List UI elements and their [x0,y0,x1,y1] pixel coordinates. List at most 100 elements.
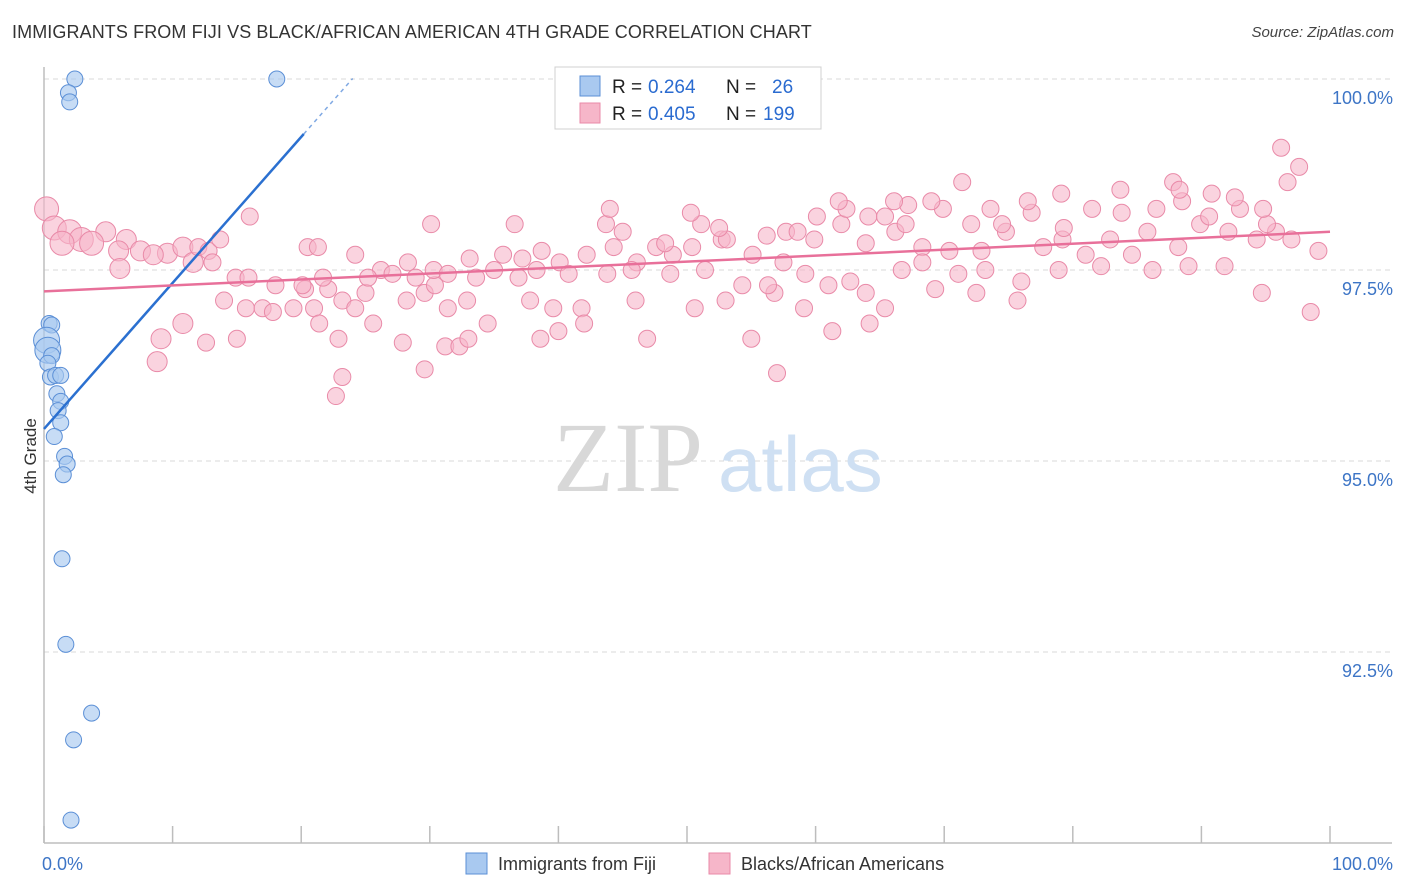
stats-n-value-2: 199 [763,104,795,125]
data-point-black-african-americans [109,257,131,279]
data-point-black-african-americans [856,283,875,302]
data-point-black-african-americans [150,328,172,350]
y-tick-label: 92.5% [1342,661,1393,681]
data-point-black-african-americans [976,261,995,279]
data-point-black-african-americans [1052,184,1071,203]
data-point-black-african-americans [1202,184,1221,203]
data-point-black-african-americans [1247,230,1266,249]
axes [43,67,1392,844]
data-point-black-african-americans [841,272,860,291]
y-tick-label: 100.0% [1332,88,1393,108]
data-point-immigrants-from-fiji [52,414,70,432]
data-point-black-african-americans [521,291,540,310]
data-point-black-african-americans [856,234,875,253]
data-point-black-african-americans [1169,238,1188,257]
data-point-black-african-americans [685,299,704,318]
data-point-black-african-americans [236,299,255,318]
data-point-black-african-americans [1179,257,1198,276]
data-point-black-african-americans [1290,157,1309,176]
data-point-black-african-americans [326,387,345,406]
data-point-black-african-americans [795,299,814,318]
data-point-black-african-americans [796,264,815,283]
data-point-black-african-americans [215,291,234,310]
data-point-black-african-americans [757,226,776,245]
data-point-black-african-americans [716,291,735,310]
data-point-black-african-americans [598,264,617,283]
data-point-black-african-americans [683,238,702,257]
data-point-black-african-americans [692,215,711,234]
data-point-black-african-americans [860,314,879,333]
data-point-black-african-americans [356,283,375,302]
data-point-black-african-americans [1012,272,1031,291]
data-point-black-african-americans [1101,230,1120,249]
data-point-black-african-americans [459,329,478,348]
data-point-black-african-americans [1301,303,1320,322]
data-point-immigrants-from-fiji [62,811,80,829]
data-point-black-african-americans [505,215,524,234]
data-point-black-african-americans [532,241,551,260]
source-note: Source: ZipAtlas.com [1251,24,1394,41]
data-point-black-african-americans [513,249,532,268]
series-immigrants-from-fiji [33,70,286,829]
data-point-black-african-americans [1282,230,1301,249]
data-point-black-african-americans [885,192,904,211]
data-point-immigrants-from-fiji [52,366,70,384]
data-point-black-african-americans [1054,218,1073,237]
data-point-black-african-americans [422,215,441,234]
data-point-black-african-americans [146,351,168,373]
data-point-black-african-americans [613,222,632,241]
data-point-black-african-americans [876,299,895,318]
trend-lines [43,78,1331,430]
data-point-black-african-americans [1254,199,1273,218]
data-point-black-african-americans [1225,188,1244,207]
data-point-black-african-americans [1252,283,1271,302]
data-point-black-african-americans [1272,138,1291,157]
data-point-black-african-americans [1200,207,1219,226]
data-point-black-african-americans [1111,180,1130,199]
data-point-black-african-americans [829,192,848,211]
data-point-black-african-americans [415,360,434,379]
y-tick-label: 97.5% [1342,279,1393,299]
legend-swatch-fiji [465,852,488,875]
data-point-black-african-americans [284,299,303,318]
data-point-black-african-americans [1170,180,1189,199]
data-point-black-african-americans [972,241,991,260]
data-point-black-african-americans [346,245,365,264]
data-point-black-african-americans [49,230,75,256]
data-point-black-african-americans [981,199,1000,218]
data-point-black-african-americans [1147,199,1166,218]
data-point-black-african-americans [819,276,838,295]
data-point-black-african-americans [1143,261,1162,279]
grid-lines [44,78,1392,653]
legend-label-black: Blacks/African Americans [741,854,944,874]
data-point-black-african-americans [460,249,479,268]
data-point-black-african-americans [805,230,824,249]
data-point-black-african-americans [626,291,645,310]
data-point-black-african-americans [142,244,164,266]
data-point-black-african-americans [203,253,222,272]
data-point-black-african-americans [329,329,348,348]
stats-swatch-blue [579,75,601,97]
data-point-black-african-americans [108,240,130,262]
data-point-immigrants-from-fiji [65,731,83,749]
series-legend: Immigrants from Fiji Blacks/African Amer… [465,852,944,875]
data-point-immigrants-from-fiji [53,550,71,568]
data-point-black-african-americans [710,218,729,237]
data-point-black-african-americans [661,264,680,283]
y-tick-label: 95.0% [1342,470,1393,490]
data-point-black-african-americans [1008,291,1027,310]
watermark-zip: ZIP [553,402,703,513]
data-point-black-african-americans [656,234,675,253]
data-point-black-african-americans [913,253,932,272]
data-point-black-african-americans [509,268,528,287]
data-point-black-african-americans [467,268,486,287]
data-point-black-african-americans [559,264,578,283]
data-point-black-african-americans [398,253,417,272]
data-point-black-african-americans [544,299,563,318]
x-tick-label-left: 0.0% [42,854,83,874]
data-point-black-african-americans [79,230,105,256]
data-point-black-african-americans [572,299,591,318]
x-tick-label-right: 100.0% [1332,854,1393,874]
data-point-black-african-americans [622,261,641,279]
data-point-black-african-americans [788,222,807,241]
